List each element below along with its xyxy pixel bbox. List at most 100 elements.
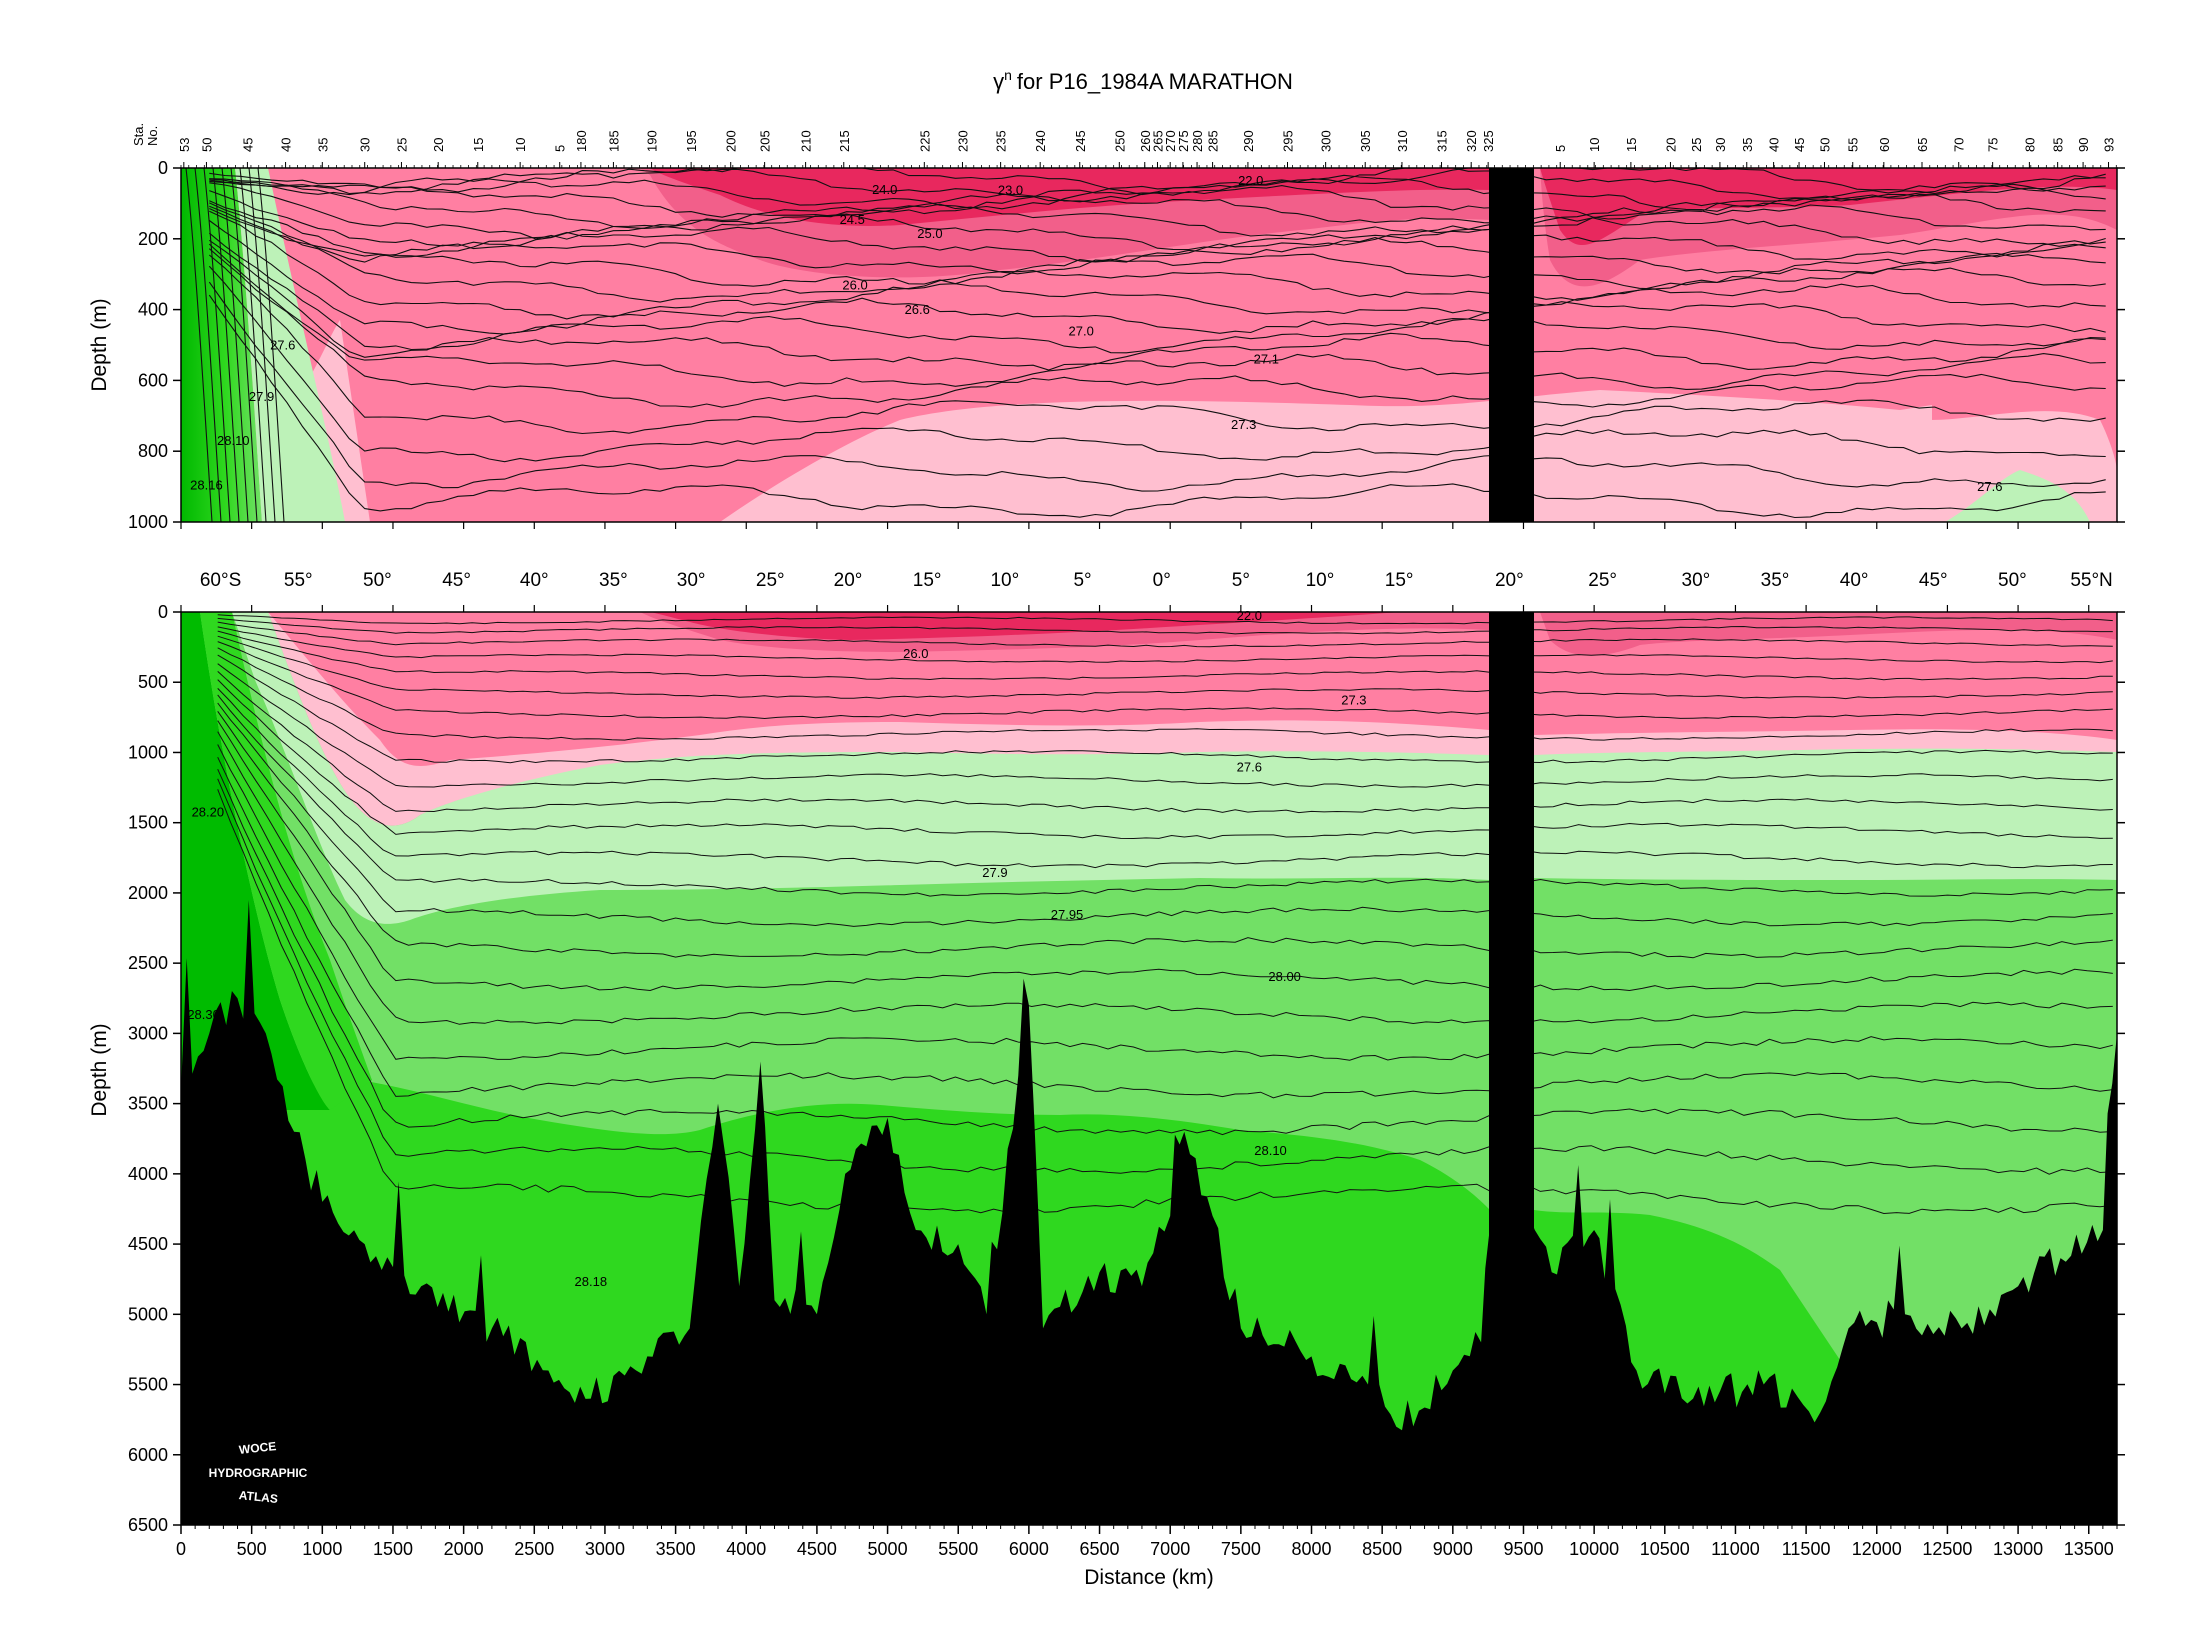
station-label: 80 xyxy=(2022,138,2037,152)
top-contour-south xyxy=(221,168,249,522)
latitude-label: 15° xyxy=(1385,570,1414,591)
bottom-gap xyxy=(1489,612,1534,1525)
station-label: 210 xyxy=(799,130,814,152)
bottom-contour-line xyxy=(217,756,2113,1099)
station-label: 240 xyxy=(1033,130,1048,152)
bottom-x-tick-label: 0 xyxy=(176,1539,186,1559)
logo-line-1: WOCE xyxy=(238,1439,277,1457)
top-band-pink-light-main xyxy=(720,390,1932,522)
bottom-contour-line xyxy=(217,694,2113,897)
latitude-label: 15° xyxy=(913,570,942,591)
bottom-x-tick-label: 4000 xyxy=(726,1539,766,1559)
bottom-y-tick-label: 1000 xyxy=(128,742,168,762)
top-contour-south xyxy=(248,168,276,522)
station-label: 320 xyxy=(1464,130,1479,152)
station-label: 93 xyxy=(2102,138,2117,152)
latitude-label: 50° xyxy=(363,570,392,591)
station-label: 5 xyxy=(553,145,568,152)
station-label: 305 xyxy=(1358,130,1373,152)
bottom-y-tick-label: 3500 xyxy=(128,1094,168,1114)
bottom-x-tick-label: 12500 xyxy=(1922,1539,1972,1559)
station-label: 65 xyxy=(1915,138,1930,152)
latitude-label: 35° xyxy=(599,570,628,591)
bottom-contour-label: 22.0 xyxy=(1237,608,1262,623)
station-label: 60 xyxy=(1877,138,1892,152)
top-contour-line xyxy=(208,232,2106,354)
station-label: 225 xyxy=(917,130,932,152)
top-contour-line xyxy=(209,180,2106,229)
top-contour-label: 25.0 xyxy=(917,226,942,241)
bottom-x-tick-label: 6000 xyxy=(1009,1539,1049,1559)
latitude-label: 20° xyxy=(834,570,863,591)
top-y-label: Depth (m) xyxy=(88,298,111,391)
latitude-label: 30° xyxy=(1682,570,1711,591)
station-label: 30 xyxy=(1713,138,1728,152)
bottom-y-tick-label: 4000 xyxy=(128,1164,168,1184)
top-y-tick-label: 800 xyxy=(138,441,168,461)
bottom-band-pink-mid-north xyxy=(1540,612,2117,656)
top-contour-line xyxy=(209,210,2106,320)
station-label: 315 xyxy=(1435,130,1450,152)
logo-line-2: HYDROGRAPHIC xyxy=(209,1466,308,1480)
bottom-x-tick-label: 1500 xyxy=(373,1539,413,1559)
top-contour-label: 26.0 xyxy=(842,277,867,292)
station-label: 35 xyxy=(315,138,330,152)
top-frame xyxy=(180,167,2118,523)
bottom-x-tick-label: 8000 xyxy=(1291,1539,1331,1559)
bottom-x-tick-label: 12000 xyxy=(1852,1539,1902,1559)
latitude-label: 5° xyxy=(1073,570,1091,591)
station-label: 53 xyxy=(177,138,192,152)
top-contour-south xyxy=(185,168,213,522)
station-label: 70 xyxy=(1952,138,1967,152)
bottom-contour-line xyxy=(217,688,2113,869)
bottom-x-tick-label: 10000 xyxy=(1569,1539,1619,1559)
latitude-label: 40° xyxy=(520,570,549,591)
top-x-ticks xyxy=(180,162,2117,529)
top-contour-label: 24.0 xyxy=(872,182,897,197)
bottom-field xyxy=(181,612,2117,1525)
bottom-x-tick-label: 13000 xyxy=(1993,1539,2043,1559)
bottom-x-tick-label: 11000 xyxy=(1711,1539,1760,1559)
bottom-contour-label: 28.10 xyxy=(1254,1143,1287,1158)
station-label: 260 xyxy=(1138,130,1153,152)
station-label: 190 xyxy=(645,130,660,152)
bottom-contour-line xyxy=(217,679,2113,840)
top-contour-line xyxy=(209,205,2106,290)
latitude-label: 0° xyxy=(1153,570,1171,591)
bottom-contour-line xyxy=(217,614,2113,625)
station-label: 195 xyxy=(684,130,699,152)
bottom-contour-label: 28.30 xyxy=(187,1007,220,1022)
bottom-band-pink-north xyxy=(1534,612,2117,740)
bottom-contour-label: 26.0 xyxy=(903,646,928,661)
bottom-band-pale-green xyxy=(232,612,1489,924)
station-label: 20 xyxy=(431,138,446,152)
station-labels: 53 50 45 40 35 30 25 20 15 10 5 180 185 190 195 200 205 2… xyxy=(177,130,2117,152)
bottom-contour-line xyxy=(217,663,2113,788)
bottom-x-tick-label: 500 xyxy=(237,1539,267,1559)
bottom-y-label: Depth (m) xyxy=(88,1023,111,1116)
top-contours xyxy=(185,168,2106,522)
top-contour-south xyxy=(194,168,222,522)
bottom-x-tick-label: 5000 xyxy=(868,1539,908,1559)
bottom-contour-label: 28.00 xyxy=(1268,969,1301,984)
top-contour-label: 27.6 xyxy=(1977,479,2002,494)
station-label: 285 xyxy=(1206,130,1221,152)
top-band-south-pale xyxy=(235,168,345,522)
top-contour-line xyxy=(209,190,2106,251)
bottom-panel: 0500100015002000250030003500400045005000… xyxy=(88,570,2125,1589)
latitude-label: 55°N xyxy=(2070,570,2112,591)
top-contour-label: 26.6 xyxy=(905,302,930,317)
latitude-labels: 60°S 55° 50° 45° 40° 35° 30° 25° 20° 15° 10° 5° 0° 5°… xyxy=(200,570,2113,591)
top-contour-line xyxy=(209,168,2106,196)
bottom-contour-line xyxy=(217,711,2113,959)
bottom-contour-line xyxy=(217,789,2113,1215)
bottom-contour-line xyxy=(217,702,2113,927)
station-label: 205 xyxy=(758,130,773,152)
bottom-contour-line xyxy=(217,617,2113,635)
station-label: 235 xyxy=(994,130,1009,152)
top-y-axis: 0 200 400 600 800 1000 xyxy=(128,158,2125,532)
top-contour-label: 27.6 xyxy=(270,338,295,353)
station-header-no: No. xyxy=(145,126,160,146)
top-band-south-green xyxy=(181,168,262,522)
